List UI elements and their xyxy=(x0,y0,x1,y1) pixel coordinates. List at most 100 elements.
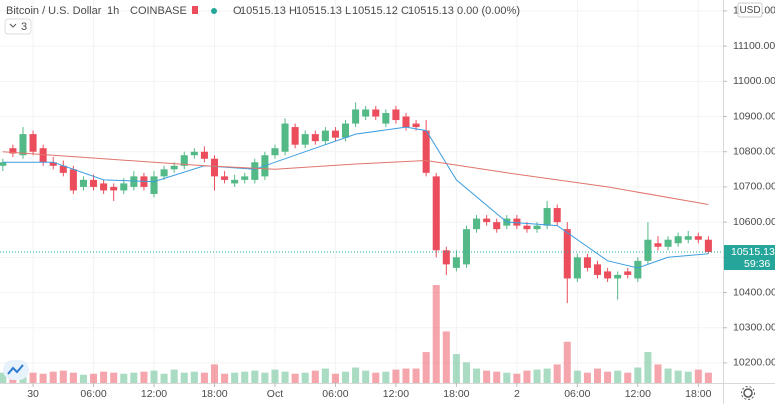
tv-logo xyxy=(3,360,29,380)
volume-bar xyxy=(442,331,450,383)
volume-bar xyxy=(422,352,430,383)
ohlc-label: O xyxy=(233,5,242,17)
candle-body xyxy=(69,169,77,191)
candle-body xyxy=(674,236,682,244)
x-tick-label: 12:00 xyxy=(141,388,167,400)
candle-body xyxy=(604,271,612,279)
volume-bar xyxy=(644,352,652,383)
candle-body xyxy=(634,260,642,279)
volume-bar xyxy=(664,368,672,383)
volume-bar xyxy=(372,372,380,383)
countdown: 59:36 xyxy=(744,258,770,270)
volume-bar xyxy=(704,372,712,383)
legend-header: Bitcoin / U.S. Dollar 1h COINBASE O10515… xyxy=(4,5,520,35)
ohlc-value: 10515.13 xyxy=(408,5,454,17)
currency-badge[interactable] xyxy=(737,2,763,18)
candle-body xyxy=(432,176,440,251)
candle-body xyxy=(241,176,249,180)
candle-body xyxy=(563,229,571,279)
y-tick-label: 11100.00 xyxy=(733,40,775,52)
x-tick-label: 06:00 xyxy=(322,388,348,400)
candle-body xyxy=(412,123,420,128)
candle-body xyxy=(19,134,27,156)
candle-body xyxy=(200,151,208,159)
volume-bar xyxy=(553,364,561,383)
volume-bar xyxy=(624,372,632,383)
volume-bar xyxy=(543,368,551,383)
last-price-badge xyxy=(724,245,775,271)
interval: 1h xyxy=(107,5,119,17)
volume-bar xyxy=(281,371,289,383)
candle-body xyxy=(664,239,672,247)
candle-body xyxy=(392,109,400,121)
candle-body xyxy=(120,183,128,191)
x-tick-label: 30 xyxy=(27,388,39,400)
candle-body xyxy=(311,134,319,142)
y-tick-label: 10300.00 xyxy=(733,322,775,334)
volume-bar xyxy=(412,368,420,383)
currency: USD xyxy=(739,5,760,16)
change: 0.00 (0.00%) xyxy=(457,5,520,17)
candle-body xyxy=(684,236,692,240)
volume-bar xyxy=(593,368,602,383)
chevron xyxy=(9,23,17,28)
y-tick-label: 11000.00 xyxy=(733,75,775,87)
volume-bar xyxy=(49,371,57,383)
x-tick-label: 06:00 xyxy=(80,388,106,400)
volume-bar xyxy=(382,371,390,383)
ohlc-value: 10515.12 xyxy=(352,5,398,17)
x-tick-label: 06:00 xyxy=(564,388,590,400)
ohlc-value: 10515.13 xyxy=(240,5,286,17)
candle-body xyxy=(39,148,47,163)
flag-icon[interactable] xyxy=(192,6,198,14)
moving-average xyxy=(2,151,709,205)
volume-bar xyxy=(634,367,642,383)
volume-bar xyxy=(130,372,138,383)
volume-bar xyxy=(392,369,400,383)
candle-body xyxy=(29,134,37,152)
candle-body xyxy=(624,271,632,275)
volume-bar xyxy=(331,373,339,383)
volume-bar xyxy=(523,370,531,383)
volume-bar xyxy=(140,371,148,383)
volume-bar xyxy=(0,372,7,383)
candle-body xyxy=(281,123,289,152)
x-tick-label: 18:00 xyxy=(685,388,711,400)
candle-body xyxy=(59,165,67,173)
volume-bar xyxy=(231,372,239,383)
volume-bar xyxy=(493,371,501,383)
volume-bar xyxy=(483,370,491,383)
candle-body xyxy=(513,218,521,226)
x-tick-label: 2 xyxy=(514,388,520,400)
ohlc-label: L xyxy=(345,5,351,17)
y-tick-label: 10700.00 xyxy=(733,181,775,193)
ohlc-label: H xyxy=(289,5,297,17)
volume-bar xyxy=(583,372,591,383)
ohlc-value: 10515.13 xyxy=(296,5,342,17)
symbol-title: Bitcoin / U.S. Dollar xyxy=(6,5,102,17)
candle-body xyxy=(573,257,581,279)
candle-body xyxy=(543,208,551,226)
x-tick-label: 12:00 xyxy=(625,388,651,400)
volume-bar xyxy=(352,367,360,383)
volume-bar xyxy=(90,373,98,383)
volume-bar xyxy=(614,370,622,383)
volume-bar xyxy=(150,370,158,383)
settings-icon[interactable] xyxy=(741,386,755,400)
candle-body xyxy=(372,109,380,117)
candle-body xyxy=(49,162,57,166)
volume-bar xyxy=(513,373,521,383)
y-tick-label: 10800.00 xyxy=(733,146,775,158)
candle-body xyxy=(331,130,339,138)
volume-bar xyxy=(241,371,249,383)
volume-bar xyxy=(563,341,571,383)
candle-body xyxy=(301,134,309,145)
candle-body xyxy=(462,229,471,265)
volume-bar xyxy=(100,371,108,383)
candle-body xyxy=(593,264,602,275)
candle-body xyxy=(221,176,229,180)
indicator-toggle[interactable] xyxy=(4,18,32,35)
volume-bar xyxy=(180,372,188,383)
